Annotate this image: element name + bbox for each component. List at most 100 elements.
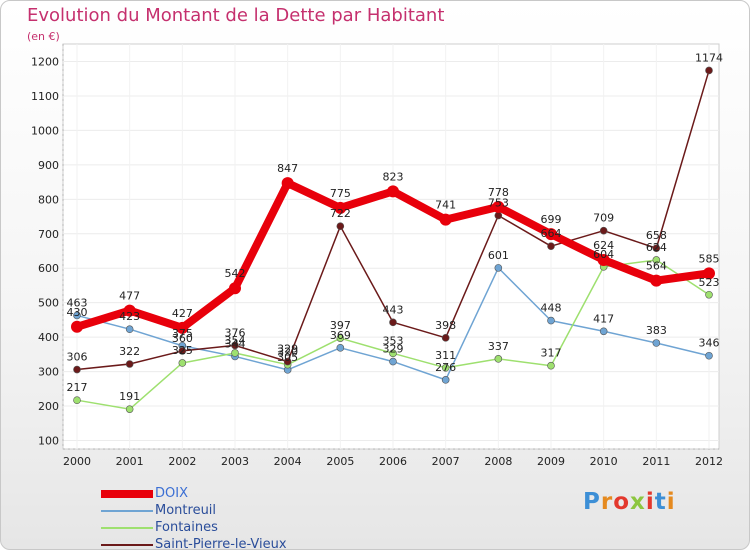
legend-label: DOIX [155,486,188,501]
data-point [652,244,661,253]
data-point [597,253,610,266]
data-label: 477 [119,290,140,303]
x-tick-label: 2003 [221,455,249,468]
data-label: 337 [488,340,509,353]
x-tick-label: 2001 [116,455,144,468]
data-point [545,228,557,241]
legend-item: DOIX [101,485,287,502]
data-label: 325 [172,344,193,357]
data-point [705,290,713,299]
data-label: 523 [699,276,720,289]
data-label: 823 [383,170,404,183]
legend-label: Saint-Pierre-le-Vieux [155,537,287,550]
legend-swatch [101,489,153,498]
data-point [178,347,187,355]
chart-title: Evolution du Montant de la Dette par Hab… [27,5,445,26]
legend-swatch [101,509,153,512]
chart-unit: (en €) [27,30,60,43]
data-point [336,222,345,230]
data-label: 847 [277,162,298,175]
data-label: 778 [488,186,509,199]
data-point [441,364,450,372]
plot-area [62,43,720,450]
data-point [652,256,661,264]
data-label: 430 [67,306,88,319]
data-point [71,320,83,333]
data-label: 306 [67,351,88,364]
data-label: 564 [646,260,667,273]
data-point [547,316,555,325]
data-label: 305 [277,351,298,364]
legend-item: Montreuil [101,502,287,519]
data-label: 624 [593,239,614,252]
x-tick-label: 2010 [590,455,618,468]
data-point [494,211,503,220]
data-point [494,264,503,272]
legend-label: Fontaines [155,520,218,535]
data-point [650,274,663,287]
x-tick-label: 2000 [63,455,91,468]
data-label: 369 [330,329,351,342]
y-tick-label: 900 [38,159,59,172]
data-point [125,405,134,413]
data-label: 604 [593,248,614,261]
data-point [336,344,345,352]
data-label: 585 [699,252,720,265]
data-point [652,339,661,347]
data-label: 191 [119,390,140,403]
data-point [283,357,292,366]
data-label: 376 [225,326,246,339]
data-point [73,365,81,374]
legend-item: Saint-Pierre-le-Vieux [101,536,287,550]
data-label: 329 [383,343,404,356]
data-point [125,325,134,334]
proxiti-logo: Proxiti [583,489,676,515]
data-label: 463 [67,296,88,309]
data-label: 276 [435,361,456,374]
data-label: 775 [330,187,351,200]
data-label: 383 [646,324,667,337]
y-tick-label: 1100 [31,90,59,103]
data-label: 741 [435,199,456,212]
data-point [281,177,294,190]
y-tick-label: 300 [38,366,59,379]
data-point [492,200,505,213]
data-point [176,321,189,334]
data-label: 753 [488,197,509,210]
legend-swatch [101,526,153,529]
data-label: 1174 [695,51,723,64]
data-point [705,66,713,75]
data-label: 320 [277,346,298,359]
data-label: 311 [435,349,456,362]
y-tick-label: 1000 [31,124,59,137]
data-point [336,334,345,342]
y-tick-label: 1200 [31,56,59,69]
data-label: 344 [225,337,246,350]
x-tick-label: 2011 [642,455,670,468]
data-label: 397 [330,319,351,332]
data-point [599,327,608,336]
x-tick-label: 2012 [695,455,723,468]
data-label: 658 [646,229,667,242]
data-point [547,242,555,250]
data-point [229,282,241,295]
data-point [599,226,608,235]
data-point [231,341,239,350]
data-point [123,304,136,317]
data-label: 417 [593,312,614,325]
y-tick-label: 800 [38,193,59,206]
data-point [73,396,81,404]
data-label: 360 [172,332,193,345]
data-point [231,349,239,357]
data-label: 542 [225,267,246,280]
data-label: 443 [383,303,404,316]
data-point [73,311,81,320]
data-label: 427 [172,307,193,320]
data-label: 624 [646,241,667,254]
data-label: 423 [119,310,140,323]
y-tick-label: 700 [38,228,59,241]
data-label: 217 [67,381,88,394]
y-tick-label: 500 [38,297,59,310]
